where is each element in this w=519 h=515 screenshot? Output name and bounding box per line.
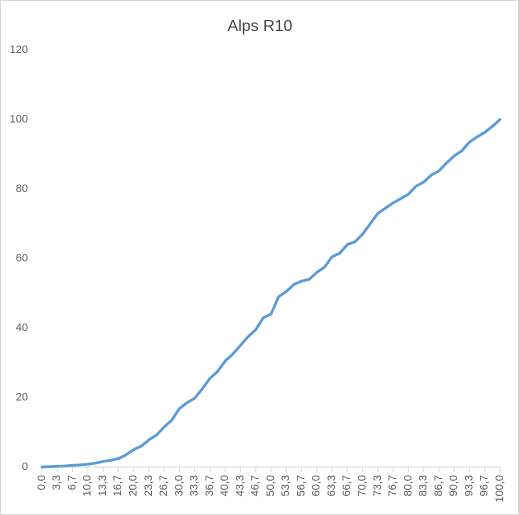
x-tick-label: 46,7 <box>250 475 262 496</box>
x-tick-label: 43,3 <box>234 475 246 496</box>
x-tick-label: 40,0 <box>219 475 231 496</box>
x-tick-label: 76,7 <box>387 475 399 496</box>
chart-title: Alps R10 <box>228 18 293 35</box>
y-tick-label: 120 <box>10 44 28 56</box>
x-tick-label: 16,7 <box>112 475 124 496</box>
x-tick-label: 13,3 <box>97 475 109 496</box>
y-tick-label: 80 <box>16 183 28 195</box>
x-tick-label: 96,7 <box>479 475 491 496</box>
x-tick-label: 30,0 <box>173 475 185 496</box>
x-tick-label: 3,3 <box>51 475 63 490</box>
x-tick-label: 60,0 <box>311 475 323 496</box>
x-tick-label: 90,0 <box>448 475 460 496</box>
x-tick-label: 70,0 <box>357 475 369 496</box>
x-tick-label: 50,0 <box>265 475 277 496</box>
x-tick-label: 86,7 <box>433 475 445 496</box>
x-tick-label: 10,0 <box>82 475 94 496</box>
y-tick-label: 0 <box>22 461 28 473</box>
x-tick-label: 26,7 <box>158 475 170 496</box>
x-tick-label: 80,0 <box>402 475 414 496</box>
x-tick-label: 100,0 <box>494 475 506 503</box>
x-tick-label: 36,7 <box>204 475 216 496</box>
x-tick-label: 20,0 <box>128 475 140 496</box>
x-tick-label: 6,7 <box>66 475 78 490</box>
y-tick-label: 40 <box>16 322 28 334</box>
y-tick-label: 20 <box>16 391 28 403</box>
x-tick-label: 73,3 <box>372 475 384 496</box>
x-tick-label: 53,3 <box>280 475 292 496</box>
data-line <box>40 118 502 469</box>
y-tick-label: 100 <box>10 113 28 125</box>
x-tick-label: 66,7 <box>341 475 353 496</box>
x-tick-label: 63,3 <box>326 475 338 496</box>
x-tick-label: 93,3 <box>463 475 475 496</box>
x-tick-label: 83,3 <box>418 475 430 496</box>
y-tick-label: 60 <box>16 252 28 264</box>
x-tick-label: 0,0 <box>36 475 48 490</box>
x-tick-label: 23,3 <box>143 475 155 496</box>
x-tick-label: 33,3 <box>189 475 201 496</box>
x-tick-label: 56,7 <box>295 475 307 496</box>
